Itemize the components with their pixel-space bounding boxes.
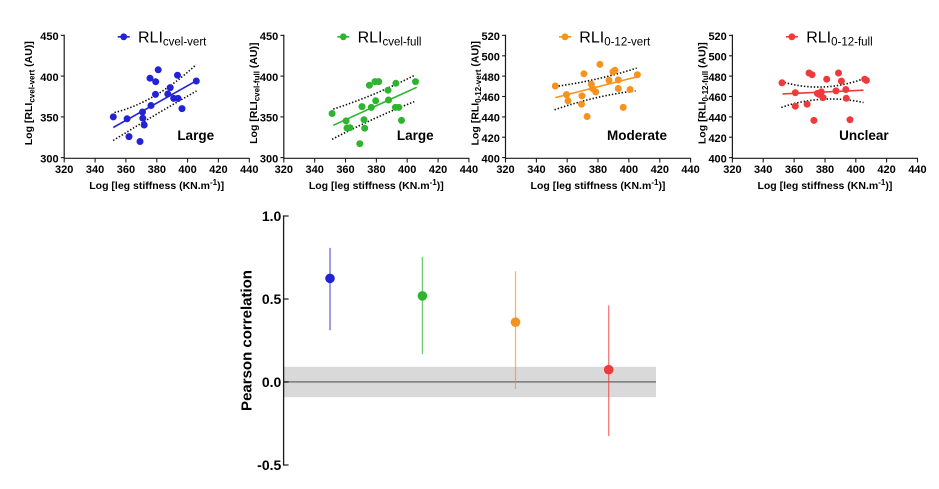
svg-text:320: 320: [275, 164, 293, 176]
svg-text:Pearson correlation: Pearson correlation: [239, 270, 256, 411]
svg-text:-0.5: -0.5: [257, 457, 281, 473]
svg-text:380: 380: [367, 164, 385, 176]
svg-text:440: 440: [482, 113, 500, 125]
svg-text:Moderate: Moderate: [607, 128, 668, 143]
svg-text:350: 350: [260, 113, 278, 125]
svg-text:340: 340: [86, 164, 104, 176]
svg-text:480: 480: [708, 72, 726, 84]
svg-text:360: 360: [117, 164, 135, 176]
svg-text:400: 400: [178, 164, 196, 176]
svg-text:320: 320: [496, 164, 514, 176]
svg-text:440: 440: [460, 164, 478, 176]
svg-text:350: 350: [40, 113, 58, 125]
svg-text:440: 440: [708, 113, 726, 125]
svg-text:1.0: 1.0: [262, 208, 282, 224]
svg-text:Log [RLI0-12-full (AU)]: Log [RLI0-12-full (AU)]: [697, 42, 711, 144]
svg-text:340: 340: [754, 164, 772, 176]
svg-text:Unclear: Unclear: [839, 128, 889, 143]
svg-text:520: 520: [482, 31, 500, 43]
svg-text:Log [leg stiffness (KN.m-1)]: Log [leg stiffness (KN.m-1)]: [531, 178, 666, 192]
svg-text:500: 500: [482, 52, 500, 64]
svg-text:420: 420: [429, 164, 447, 176]
svg-text:400: 400: [620, 164, 638, 176]
svg-text:400: 400: [708, 153, 726, 165]
svg-text:360: 360: [336, 164, 354, 176]
svg-text:420: 420: [708, 133, 726, 145]
svg-text:340: 340: [306, 164, 324, 176]
svg-text:300: 300: [40, 153, 58, 165]
svg-text:380: 380: [816, 164, 834, 176]
svg-text:450: 450: [40, 31, 58, 43]
svg-text:Large: Large: [397, 128, 434, 143]
svg-text:340: 340: [527, 164, 545, 176]
svg-text:420: 420: [482, 133, 500, 145]
svg-text:380: 380: [148, 164, 166, 176]
svg-text:520: 520: [708, 31, 726, 43]
svg-text:400: 400: [847, 164, 865, 176]
svg-text:Log [RLIcvel-full (AU)]: Log [RLIcvel-full (AU)]: [248, 43, 262, 144]
svg-text:0.5: 0.5: [262, 291, 282, 307]
svg-text:420: 420: [877, 164, 895, 176]
svg-text:400: 400: [260, 72, 278, 84]
svg-text:300: 300: [260, 153, 278, 165]
svg-text:320: 320: [723, 164, 741, 176]
svg-text:Log [leg stiffness (KN.m-1)]: Log [leg stiffness (KN.m-1)]: [757, 178, 892, 192]
svg-text:500: 500: [708, 52, 726, 64]
svg-text:420: 420: [209, 164, 227, 176]
svg-text:440: 440: [908, 164, 926, 176]
svg-text:400: 400: [398, 164, 416, 176]
svg-text:400: 400: [482, 153, 500, 165]
svg-text:Large: Large: [177, 128, 214, 143]
svg-text:400: 400: [40, 72, 58, 84]
svg-text:380: 380: [589, 164, 607, 176]
svg-text:420: 420: [651, 164, 669, 176]
svg-text:450: 450: [260, 31, 278, 43]
svg-text:360: 360: [785, 164, 803, 176]
svg-text:440: 440: [240, 164, 258, 176]
svg-text:460: 460: [482, 92, 500, 104]
svg-text:Log [leg stiffness (KN.m-1)]: Log [leg stiffness (KN.m-1)]: [309, 178, 444, 192]
svg-text:360: 360: [558, 164, 576, 176]
svg-text:Log [leg stiffness (KN.m-1)]: Log [leg stiffness (KN.m-1)]: [89, 178, 224, 192]
svg-text:480: 480: [482, 72, 500, 84]
svg-text:440: 440: [681, 164, 699, 176]
svg-text:Log [RLIcvel-vert (AU)]: Log [RLIcvel-vert (AU)]: [23, 41, 37, 145]
svg-text:0.0: 0.0: [262, 374, 282, 390]
svg-text:Log [RLI0-12-vert (AU)]: Log [RLI0-12-vert (AU)]: [469, 41, 483, 146]
svg-text:460: 460: [708, 92, 726, 104]
svg-text:320: 320: [55, 164, 73, 176]
